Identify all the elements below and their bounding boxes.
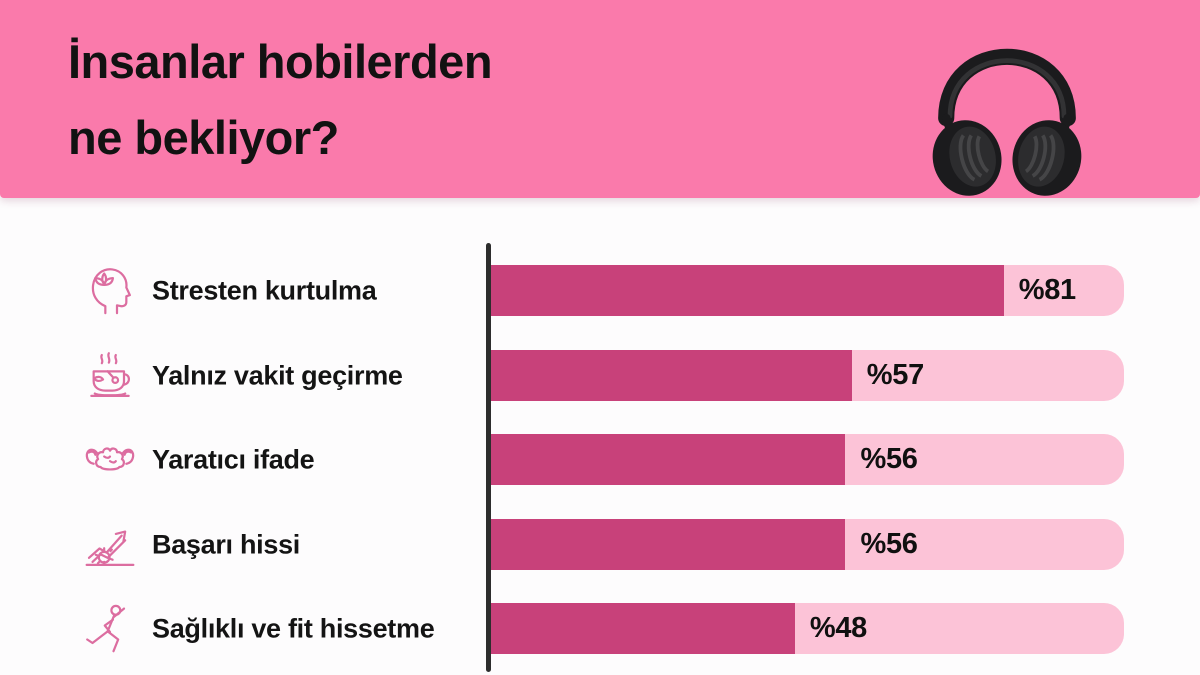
bar-fill xyxy=(491,603,795,654)
bar-row-basari-hissi: Başarı hissi %56 xyxy=(0,519,1200,570)
bar-value: %81 xyxy=(1018,274,1076,306)
strong-brain-icon xyxy=(82,432,138,488)
growth-chart-gear-icon xyxy=(82,517,138,573)
bar-label: Yalnız vakit geçirme xyxy=(152,360,403,390)
page-title-line1: İnsanlar hobilerden xyxy=(68,35,493,88)
bar-value: %48 xyxy=(809,612,867,644)
bar-track: %56 xyxy=(491,519,1124,570)
bar-value: %56 xyxy=(860,443,918,475)
bar-track: %81 xyxy=(491,265,1124,316)
page-title: İnsanlar hobilerden ne bekliyor? xyxy=(68,24,493,176)
bar-label: Stresten kurtulma xyxy=(152,275,377,305)
y-axis-line xyxy=(486,243,491,672)
bar-row-saglikli-ve-fit-hissetme: Sağlıklı ve fit hissetme %48 xyxy=(0,603,1200,654)
bar-fill xyxy=(491,265,1004,316)
exercising-person-icon xyxy=(82,601,138,657)
page-title-line2: ne bekliyor? xyxy=(68,111,339,164)
bar-row-stresten-kurtulma: Stresten kurtulma %81 xyxy=(0,265,1200,316)
headphones-icon xyxy=(912,6,1102,196)
bar-track: %48 xyxy=(491,603,1124,654)
bar-track: %56 xyxy=(491,434,1124,485)
bar-value: %57 xyxy=(866,359,924,391)
bar-track: %57 xyxy=(491,350,1124,401)
bar-label: Yaratıcı ifade xyxy=(152,444,315,474)
mindfulness-head-lotus-icon xyxy=(82,263,138,319)
bar-label: Sağlıklı ve fit hissetme xyxy=(152,613,435,643)
bar-label: Başarı hissi xyxy=(152,529,300,559)
bar-fill xyxy=(491,519,846,570)
bar-chart: Stresten kurtulma %81 xyxy=(0,243,1200,675)
bar-row-yalniz-vakit-gecirme: Yalnız vakit geçirme %57 xyxy=(0,350,1200,401)
bar-fill xyxy=(491,434,846,485)
bar-row-yaratici-ifade: Yaratıcı ifade %56 xyxy=(0,434,1200,485)
tea-cup-icon xyxy=(82,348,138,404)
header-banner: İnsanlar hobilerden ne bekliyor? xyxy=(0,0,1200,198)
bar-value: %56 xyxy=(860,528,918,560)
bar-fill xyxy=(491,350,852,401)
